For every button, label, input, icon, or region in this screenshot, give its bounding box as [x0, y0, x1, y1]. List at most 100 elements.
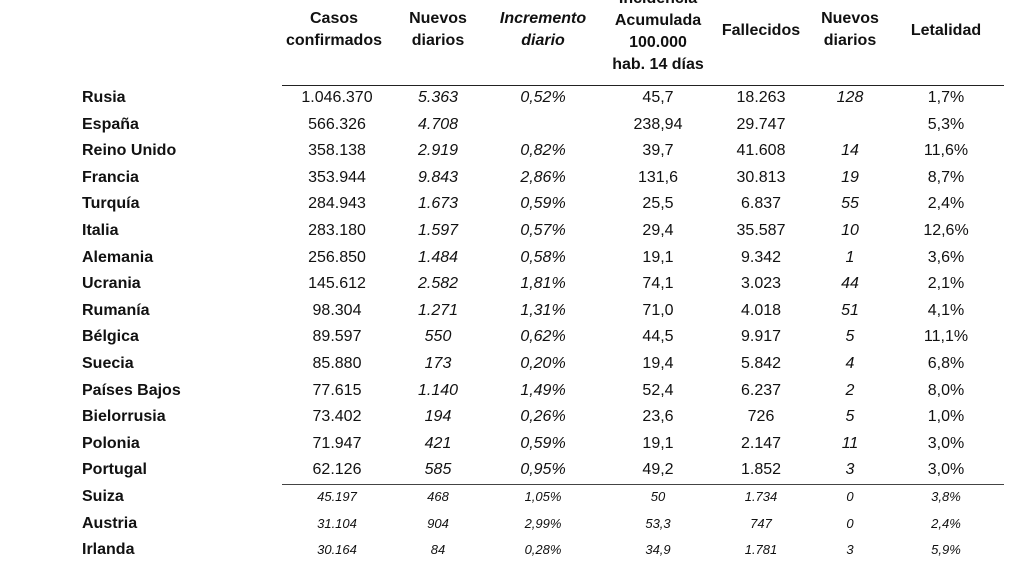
nuevos-fallecidos-cell: 5 [812, 324, 888, 351]
country-name: Austria [82, 511, 137, 538]
country-name: Rusia [82, 85, 126, 112]
incidencia-cell: 23,6 [600, 404, 716, 431]
incidencia-cell: 71,0 [600, 298, 716, 325]
nuevos-fallecidos-cell: 11 [812, 431, 888, 458]
incremento-diario-cell: 0,28% [494, 537, 592, 564]
nuevos-fallecidos-cell: 0 [812, 484, 888, 511]
country-name: Bélgica [82, 324, 139, 351]
country-name: Turquía [82, 191, 139, 218]
casos-confirmados-cell: 77.615 [282, 378, 392, 405]
country-name: Países Bajos [82, 378, 181, 405]
casos-confirmados-cell: 89.597 [282, 324, 392, 351]
nuevos-diarios-cell: 194 [400, 404, 476, 431]
incremento-diario-cell: 1,49% [494, 378, 592, 405]
fallecidos-cell: 41.608 [716, 138, 806, 165]
table-row: Ucrania 145.612 2.582 1,81% 74,1 3.023 4… [0, 271, 1024, 298]
incidencia-cell: 131,6 [600, 165, 716, 192]
header-fallecidos: Fallecidos [716, 20, 806, 42]
incidencia-cell: 45,7 [600, 85, 716, 112]
fallecidos-cell: 3.023 [716, 271, 806, 298]
table-row: Polonia 71.947 421 0,59% 19,1 2.147 11 3… [0, 431, 1024, 458]
header-incidencia-acumulada: Incidencia Acumulada 100.000 hab. 14 día… [600, 0, 716, 76]
letalidad-cell: 4,1% [900, 298, 992, 325]
casos-confirmados-cell: 98.304 [282, 298, 392, 325]
fallecidos-cell: 18.263 [716, 85, 806, 112]
letalidad-cell: 1,7% [900, 85, 992, 112]
fallecidos-cell: 2.147 [716, 431, 806, 458]
fallecidos-cell: 6.237 [716, 378, 806, 405]
casos-confirmados-cell: 358.138 [282, 138, 392, 165]
nuevos-diarios-cell: 9.843 [400, 165, 476, 192]
country-name: Bielorrusia [82, 404, 166, 431]
nuevos-diarios-cell: 550 [400, 324, 476, 351]
letalidad-cell: 3,0% [900, 457, 992, 484]
letalidad-cell: 5,3% [900, 112, 992, 139]
table-row: Rusia 1.046.370 5.363 0,52% 45,7 18.263 … [0, 85, 1024, 112]
incidencia-cell: 53,3 [600, 511, 716, 538]
incidencia-cell: 25,5 [600, 191, 716, 218]
nuevos-diarios-cell: 173 [400, 351, 476, 378]
header-incremento-diario: Incremento diario [490, 8, 596, 52]
casos-confirmados-cell: 73.402 [282, 404, 392, 431]
country-name: Portugal [82, 457, 147, 484]
header-casos-confirmados: Casos confirmados [282, 8, 386, 52]
country-name: Italia [82, 218, 118, 245]
incremento-diario-cell: 0,82% [494, 138, 592, 165]
fallecidos-cell: 9.342 [716, 245, 806, 272]
table-row: Irlanda 30.164 84 0,28% 34,9 1.781 3 5,9… [0, 537, 1024, 564]
nuevos-diarios-cell: 585 [400, 457, 476, 484]
table-row: Francia 353.944 9.843 2,86% 131,6 30.813… [0, 165, 1024, 192]
letalidad-cell: 2,4% [900, 511, 992, 538]
casos-confirmados-cell: 30.164 [282, 537, 392, 564]
country-name: España [82, 112, 139, 139]
country-name: Suecia [82, 351, 134, 378]
incidencia-cell: 238,94 [600, 112, 716, 139]
table-row: Suiza 45.197 468 1,05% 50 1.734 0 3,8% [0, 484, 1024, 511]
header-letalidad: Letalidad [900, 20, 992, 42]
country-name: Alemania [82, 245, 153, 272]
casos-confirmados-cell: 284.943 [282, 191, 392, 218]
nuevos-diarios-cell: 904 [400, 511, 476, 538]
incremento-diario-cell: 0,26% [494, 404, 592, 431]
fallecidos-cell: 30.813 [716, 165, 806, 192]
table-row: Bielorrusia 73.402 194 0,26% 23,6 726 5 … [0, 404, 1024, 431]
casos-confirmados-cell: 566.326 [282, 112, 392, 139]
fallecidos-cell: 4.018 [716, 298, 806, 325]
nuevos-fallecidos-cell: 128 [812, 85, 888, 112]
casos-confirmados-cell: 283.180 [282, 218, 392, 245]
letalidad-cell: 1,0% [900, 404, 992, 431]
fallecidos-cell: 6.837 [716, 191, 806, 218]
incremento-diario-cell: 1,05% [494, 484, 592, 511]
nuevos-diarios-cell: 1.673 [400, 191, 476, 218]
incremento-diario-cell: 0,59% [494, 431, 592, 458]
nuevos-fallecidos-cell: 0 [812, 511, 888, 538]
nuevos-fallecidos-cell: 4 [812, 351, 888, 378]
incidencia-cell: 44,5 [600, 324, 716, 351]
table-body: Rusia 1.046.370 5.363 0,52% 45,7 18.263 … [0, 85, 1024, 564]
incremento-diario-cell: 1,31% [494, 298, 592, 325]
nuevos-fallecidos-cell: 51 [812, 298, 888, 325]
fallecidos-cell: 5.842 [716, 351, 806, 378]
incidencia-cell: 19,1 [600, 431, 716, 458]
incidencia-cell: 74,1 [600, 271, 716, 298]
incidencia-cell: 50 [600, 484, 716, 511]
table-row: España 566.326 4.708 238,94 29.747 5,3% [0, 112, 1024, 139]
incidencia-cell: 49,2 [600, 457, 716, 484]
header-nuevos-diarios: Nuevos diarios [400, 8, 476, 52]
table-row: Rumanía 98.304 1.271 1,31% 71,0 4.018 51… [0, 298, 1024, 325]
incremento-diario-cell: 0,58% [494, 245, 592, 272]
fallecidos-cell: 29.747 [716, 112, 806, 139]
nuevos-fallecidos-cell: 3 [812, 537, 888, 564]
fallecidos-cell: 1.734 [716, 484, 806, 511]
letalidad-cell: 11,1% [900, 324, 992, 351]
fallecidos-cell: 9.917 [716, 324, 806, 351]
table-row: Austria 31.104 904 2,99% 53,3 747 0 2,4% [0, 511, 1024, 538]
incremento-diario-cell: 1,81% [494, 271, 592, 298]
casos-confirmados-cell: 353.944 [282, 165, 392, 192]
nuevos-diarios-cell: 421 [400, 431, 476, 458]
casos-confirmados-cell: 85.880 [282, 351, 392, 378]
letalidad-cell: 8,7% [900, 165, 992, 192]
nuevos-diarios-cell: 5.363 [400, 85, 476, 112]
casos-confirmados-cell: 31.104 [282, 511, 392, 538]
fallecidos-cell: 747 [716, 511, 806, 538]
